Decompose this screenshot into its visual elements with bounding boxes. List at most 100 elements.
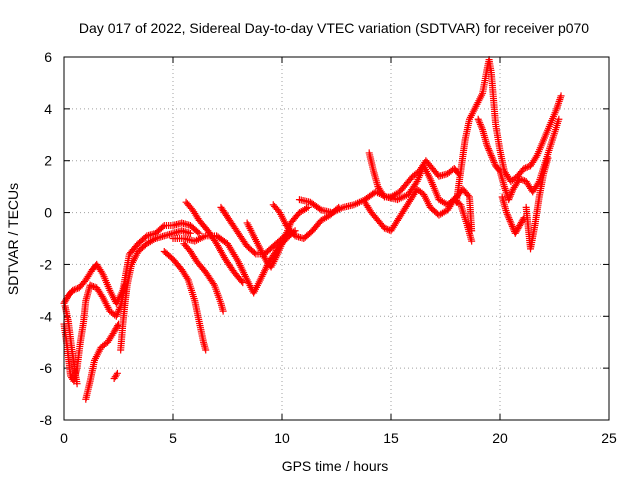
series-track-6	[117, 227, 194, 354]
series-track-19	[498, 193, 528, 237]
data-point	[468, 237, 476, 245]
data-point	[483, 141, 491, 149]
data-point	[89, 282, 97, 290]
data-point	[70, 286, 78, 294]
plot-frame	[63, 56, 610, 421]
data-point	[112, 312, 120, 320]
y-tick-label: 0	[44, 205, 52, 221]
series-track-10	[182, 198, 247, 287]
y-tick-label: 2	[44, 153, 52, 169]
series-track-8	[180, 240, 227, 315]
series-track-7	[160, 247, 210, 354]
y-tick-labels: -8 -6 -4 -2 0 2 4 6	[40, 49, 53, 428]
data-point	[219, 307, 227, 315]
data-point	[98, 269, 106, 277]
x-tick-labels: 0 5 10 15 20 25	[60, 430, 617, 446]
data-point	[522, 164, 530, 172]
data-point	[507, 219, 515, 227]
series-track-20	[522, 154, 552, 253]
data-point	[474, 115, 482, 123]
data-point	[202, 346, 210, 354]
data-point	[505, 194, 513, 202]
data-point	[239, 279, 247, 287]
data-point	[98, 292, 106, 300]
series-track-4	[82, 320, 122, 403]
data-point	[195, 229, 203, 237]
data-point	[516, 175, 524, 183]
data-point	[488, 153, 496, 161]
data-point	[69, 286, 77, 294]
data-point	[523, 163, 531, 171]
y-tick-label: -2	[40, 256, 53, 272]
x-tick-label: 20	[492, 430, 508, 446]
y-tick-label: 6	[44, 49, 52, 65]
data-point	[508, 221, 516, 229]
data-point	[517, 176, 525, 184]
data-point	[484, 143, 492, 151]
data-point	[544, 154, 552, 162]
data-point	[506, 192, 514, 200]
data-point	[486, 148, 494, 156]
data-point	[503, 209, 511, 217]
y-tick-label: 4	[44, 101, 52, 117]
y-tick-label: -6	[40, 360, 53, 376]
data-point	[73, 380, 81, 388]
data-point	[186, 229, 194, 237]
series-track-17	[452, 56, 565, 206]
data-point	[505, 215, 513, 223]
data-point	[476, 119, 484, 127]
y-tick-label: -8	[40, 412, 53, 428]
data-point	[507, 190, 515, 198]
data-point	[485, 146, 493, 154]
data-point	[382, 225, 390, 233]
data-point	[113, 311, 121, 319]
data-point	[555, 115, 563, 123]
series-track-18	[474, 115, 563, 204]
series-track-15	[361, 185, 476, 245]
data-point	[464, 191, 472, 199]
data-point	[506, 217, 514, 225]
data-point	[159, 223, 167, 231]
data-point	[475, 117, 483, 125]
data-point	[183, 274, 191, 282]
data-point	[557, 92, 565, 100]
data-points	[60, 56, 565, 403]
data-point	[86, 281, 94, 289]
data-point	[88, 282, 96, 290]
data-point	[534, 179, 542, 187]
data-point	[114, 322, 122, 330]
series-track-12	[243, 203, 312, 271]
data-point	[113, 369, 121, 377]
x-tick-label: 10	[274, 430, 290, 446]
data-point	[508, 222, 516, 230]
data-point	[505, 214, 513, 222]
y-tick-label: -4	[40, 308, 53, 324]
data-point	[250, 249, 258, 257]
data-point	[484, 145, 492, 153]
x-tick-label: 5	[169, 430, 177, 446]
data-point	[380, 224, 388, 232]
data-point	[504, 212, 512, 220]
data-point	[72, 285, 80, 293]
data-point	[489, 157, 497, 165]
data-point	[487, 150, 495, 158]
data-point	[112, 371, 120, 379]
data-point	[519, 176, 527, 184]
data-point	[209, 280, 217, 288]
chart-title: Day 017 of 2022, Sidereal Day-to-day VTE…	[79, 20, 589, 36]
x-tick-label: 15	[383, 430, 399, 446]
series-track-5	[110, 369, 121, 383]
data-point	[478, 124, 486, 132]
data-point	[194, 228, 202, 236]
data-point	[490, 158, 498, 166]
data-point	[505, 196, 513, 204]
y-axis-label: SDTVAR / TECUs	[5, 183, 21, 295]
data-point	[379, 191, 387, 199]
data-point	[114, 309, 122, 317]
data-point	[476, 120, 484, 128]
data-point	[489, 155, 497, 163]
x-axis-label: GPS time / hours	[282, 458, 389, 474]
data-point	[520, 164, 528, 172]
data-point	[316, 205, 324, 213]
